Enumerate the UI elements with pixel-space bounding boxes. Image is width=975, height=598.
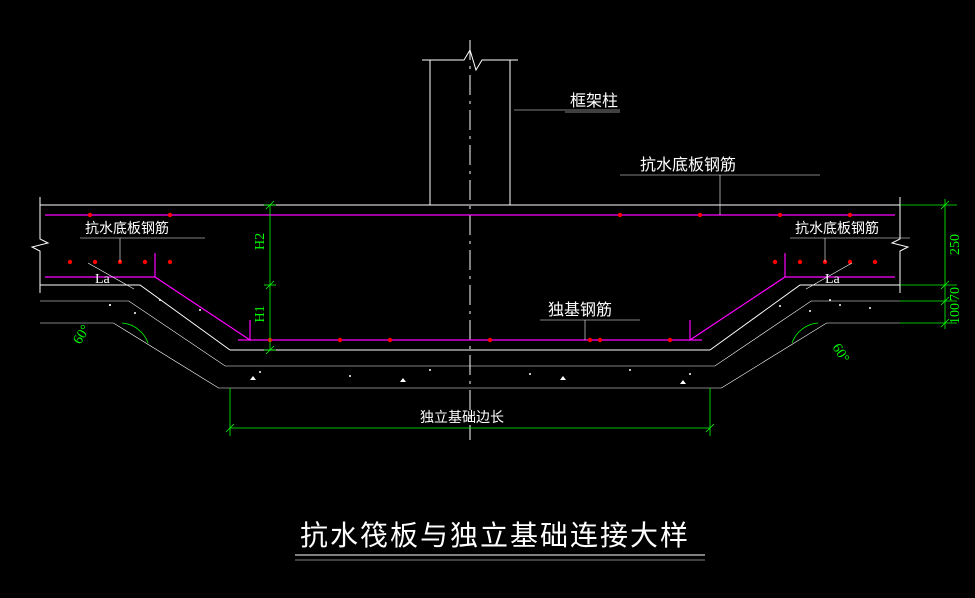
label-slab-rebar-left: 抗水底板钢筋 [85, 220, 169, 237]
label-angle-left: 60° [71, 323, 94, 348]
dim-h2: H2 [253, 233, 268, 250]
label-top-rebar: 抗水底板钢筋 [640, 156, 736, 174]
label-angle-right: 60° [829, 341, 852, 366]
label-la-right: La [825, 272, 841, 287]
dim-100: 100 [948, 303, 963, 324]
label-footing-rebar: 独基钢筋 [548, 301, 612, 319]
dim-base-length: 独立基础边长 [420, 409, 504, 426]
drawing-title: 抗水筏板与独立基础连接大样 [300, 520, 690, 552]
label-slab-rebar-right: 抗水底板钢筋 [795, 220, 879, 237]
dim-h1: H1 [253, 305, 268, 322]
cad-drawing: 框架柱抗水底板钢筋抗水底板钢筋抗水底板钢筋独基钢筋LaLa60°60°独立基础边… [0, 0, 975, 598]
dim-70: 70 [948, 287, 963, 301]
label-column: 框架柱 [570, 92, 618, 110]
dim-250: 250 [948, 234, 963, 255]
